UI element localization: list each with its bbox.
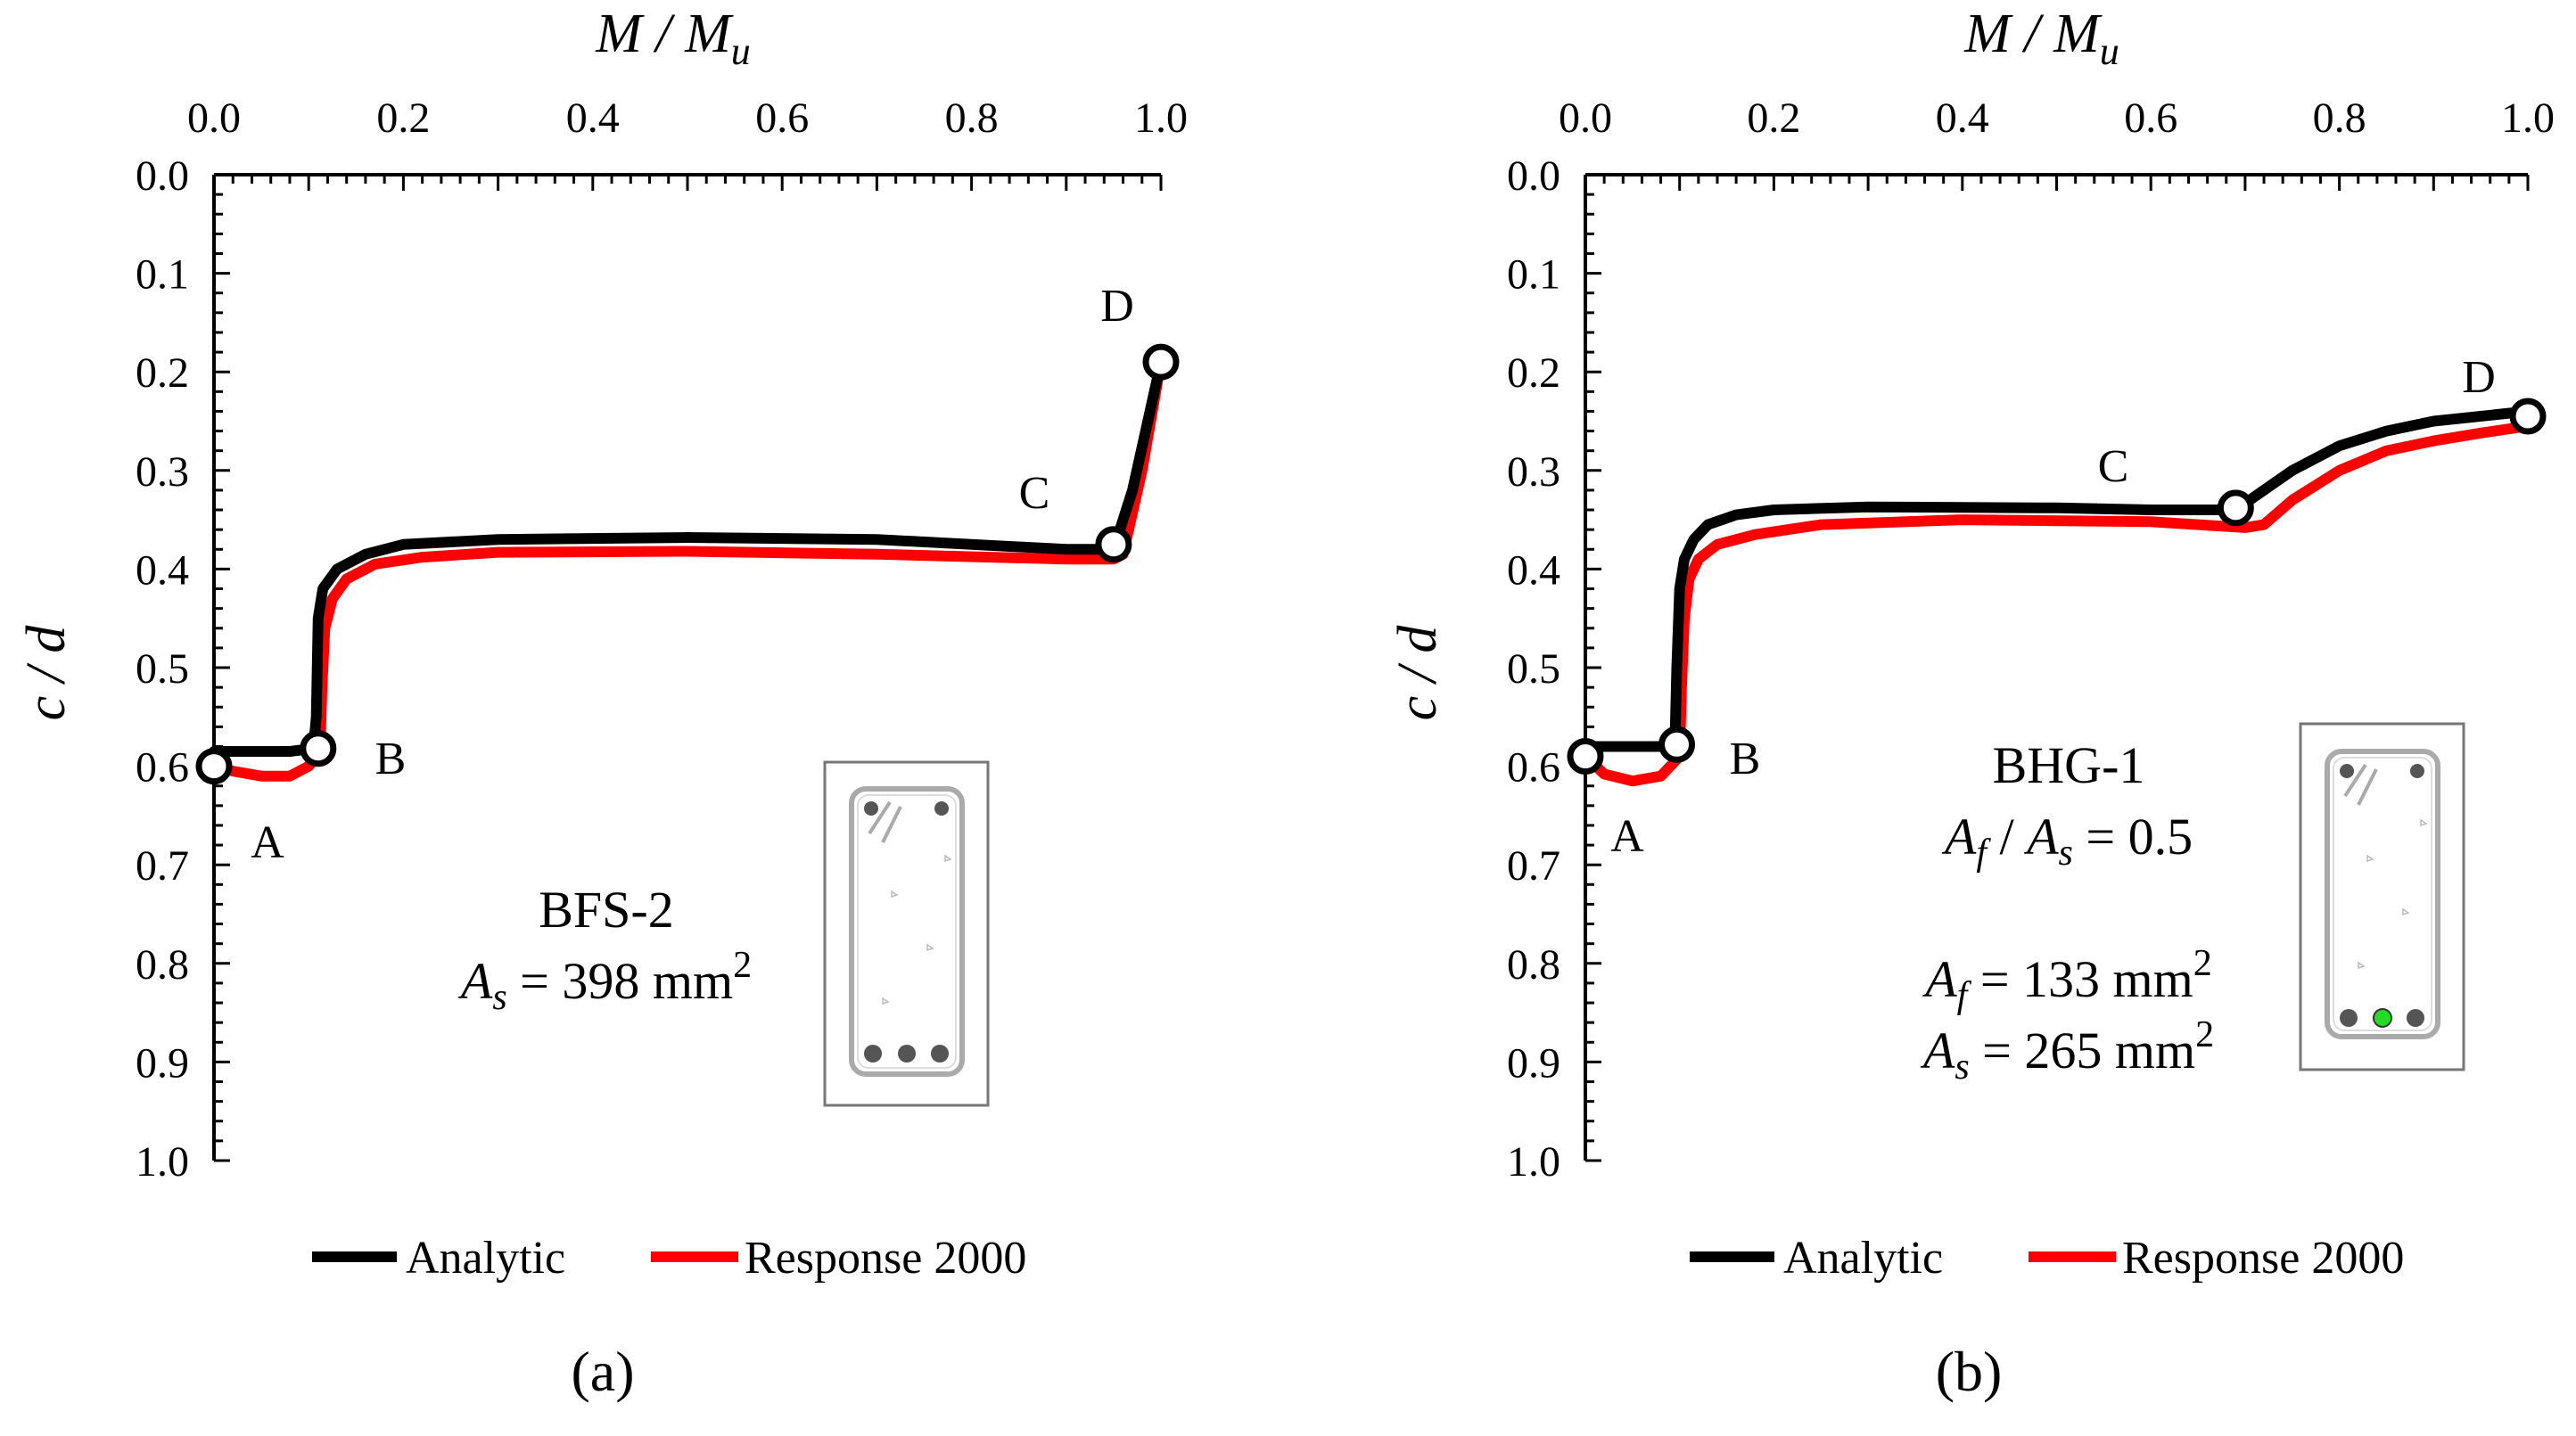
y-tick-label: 0.6: [136, 744, 189, 792]
point-marker-C: [1095, 526, 1132, 563]
specimen-label: BHG-1: [1993, 736, 2145, 794]
steel-area-label: As = 265 mm2: [1920, 1014, 2214, 1087]
x-tick-label: 0.4: [1936, 94, 1989, 142]
series-line-response: [1580, 421, 2533, 787]
y-tick-label: 0.5: [1507, 645, 1560, 693]
y-tick-label: 0.7: [1507, 842, 1560, 890]
point-label-A: A: [251, 817, 284, 868]
point-label-A: A: [1610, 811, 1644, 862]
y-axis-title: c / d: [16, 625, 77, 721]
series-line-analytic: [1580, 406, 2533, 762]
x-axis-title: M / Mu: [1963, 4, 2119, 73]
y-tick-label: 0.0: [136, 152, 189, 200]
series-line-analytic: [209, 357, 1166, 772]
x-tick-label: 1.0: [1134, 94, 1188, 142]
legend-label-analytic: Analytic: [406, 1233, 565, 1284]
cross-section-icon: [823, 760, 990, 1107]
y-tick-label: 0.2: [136, 349, 189, 397]
legend: Analytic Response 2000: [312, 1233, 1026, 1284]
area-ratio-label: Af / As = 0.5: [1941, 808, 2193, 874]
y-tick-label: 0.8: [1507, 941, 1560, 989]
axes: [1584, 173, 2530, 1162]
y-tick-label: 0.9: [1507, 1039, 1560, 1087]
x-tick-labels: 0.0 0.2 0.4 0.6 0.8 1.0: [1559, 94, 2555, 142]
point-marker-C: [2217, 489, 2254, 527]
cross-section-icon: [2299, 722, 2465, 1071]
point-marker-D: [2509, 398, 2547, 435]
y-tick-label: 0.9: [136, 1039, 189, 1087]
y-tick-labels: 0.0 0.1 0.2 0.3 0.4 0.5 0.6 0.7 0.8 0.9 1.0: [1507, 152, 1560, 1186]
y-tick-label: 0.3: [1507, 448, 1560, 496]
point-marker-D: [1142, 343, 1180, 381]
point-markers: [1567, 398, 2547, 775]
y-tick-label: 1.0: [1507, 1138, 1560, 1186]
point-markers: [195, 343, 1180, 785]
x-tick-label: 0.2: [376, 94, 430, 142]
y-tick-label: 0.2: [1507, 349, 1560, 397]
y-axis-title: c / d: [1387, 625, 1448, 721]
legend: Analytic Response 2000: [1690, 1233, 2404, 1284]
y-tick-label: 0.4: [1507, 546, 1560, 594]
y-tick-label: 0.7: [136, 842, 189, 890]
x-axis-title: M / Mu: [595, 4, 751, 73]
series-line-response: [209, 357, 1166, 782]
panel-label: (a): [571, 1340, 634, 1403]
x-tick-label: 0.0: [1559, 94, 1612, 142]
legend-label-response: Response 2000: [745, 1233, 1026, 1284]
reinforcement-area-label: As = 398 mm2: [457, 945, 752, 1018]
point-label-D: D: [2462, 352, 2496, 403]
point-label-C: C: [2098, 441, 2129, 492]
x-tick-labels: 0.0 0.2 0.4 0.6 0.8 1.0: [187, 94, 1188, 142]
y-tick-label: 0.1: [1507, 251, 1560, 299]
y-tick-label: 0.4: [136, 546, 189, 594]
panel-a: M / Mu c / d 0.0 0.2 0.4 0.6 0.8 1.0 0.00.10.…: [16, 4, 1188, 1403]
panel-b: M / Mu c / d 0.0 0.2 0.4 0.6 0.8 1.0 0.00.10.…: [1387, 4, 2555, 1403]
legend-label-response: Response 2000: [2122, 1233, 2404, 1284]
x-tick-label: 0.6: [2124, 94, 2177, 142]
x-tick-label: 0.8: [945, 94, 999, 142]
y-tick-label: 1.0: [136, 1138, 189, 1186]
legend-label-analytic: Analytic: [1783, 1233, 1943, 1284]
x-tick-label: 0.6: [755, 94, 809, 142]
y-tick-label: 0.0: [1507, 152, 1560, 200]
point-label-B: B: [375, 734, 407, 784]
point-marker-A: [1567, 738, 1604, 775]
y-tick-label: 0.6: [1507, 744, 1560, 792]
point-label-D: D: [1100, 281, 1134, 332]
axes: [212, 173, 1163, 1162]
y-tick-labels: 0.0 0.1 0.2 0.3 0.4 0.5 0.6 0.7 0.8 0.9 1.0: [136, 152, 189, 1186]
y-tick-label: 0.8: [136, 941, 189, 989]
point-label-B: B: [1730, 734, 1761, 784]
point-marker-B: [1658, 726, 1696, 763]
x-tick-label: 0.2: [1747, 94, 1800, 142]
specimen-label: BFS-2: [539, 881, 674, 939]
x-tick-label: 0.4: [566, 94, 620, 142]
y-tick-label: 0.1: [136, 251, 189, 299]
point-marker-A: [195, 748, 233, 785]
panel-label: (b): [1936, 1340, 2003, 1403]
point-marker-B: [300, 730, 337, 767]
y-tick-label: 0.3: [136, 448, 189, 496]
point-label-C: C: [1019, 468, 1050, 519]
frp-area-label: Af = 133 mm2: [1922, 943, 2212, 1016]
x-tick-label: 0.0: [187, 94, 241, 142]
series-lines: [209, 357, 1166, 782]
y-tick-label: 0.5: [136, 645, 189, 693]
x-tick-label: 1.0: [2501, 94, 2555, 142]
x-tick-label: 0.8: [2313, 94, 2366, 142]
